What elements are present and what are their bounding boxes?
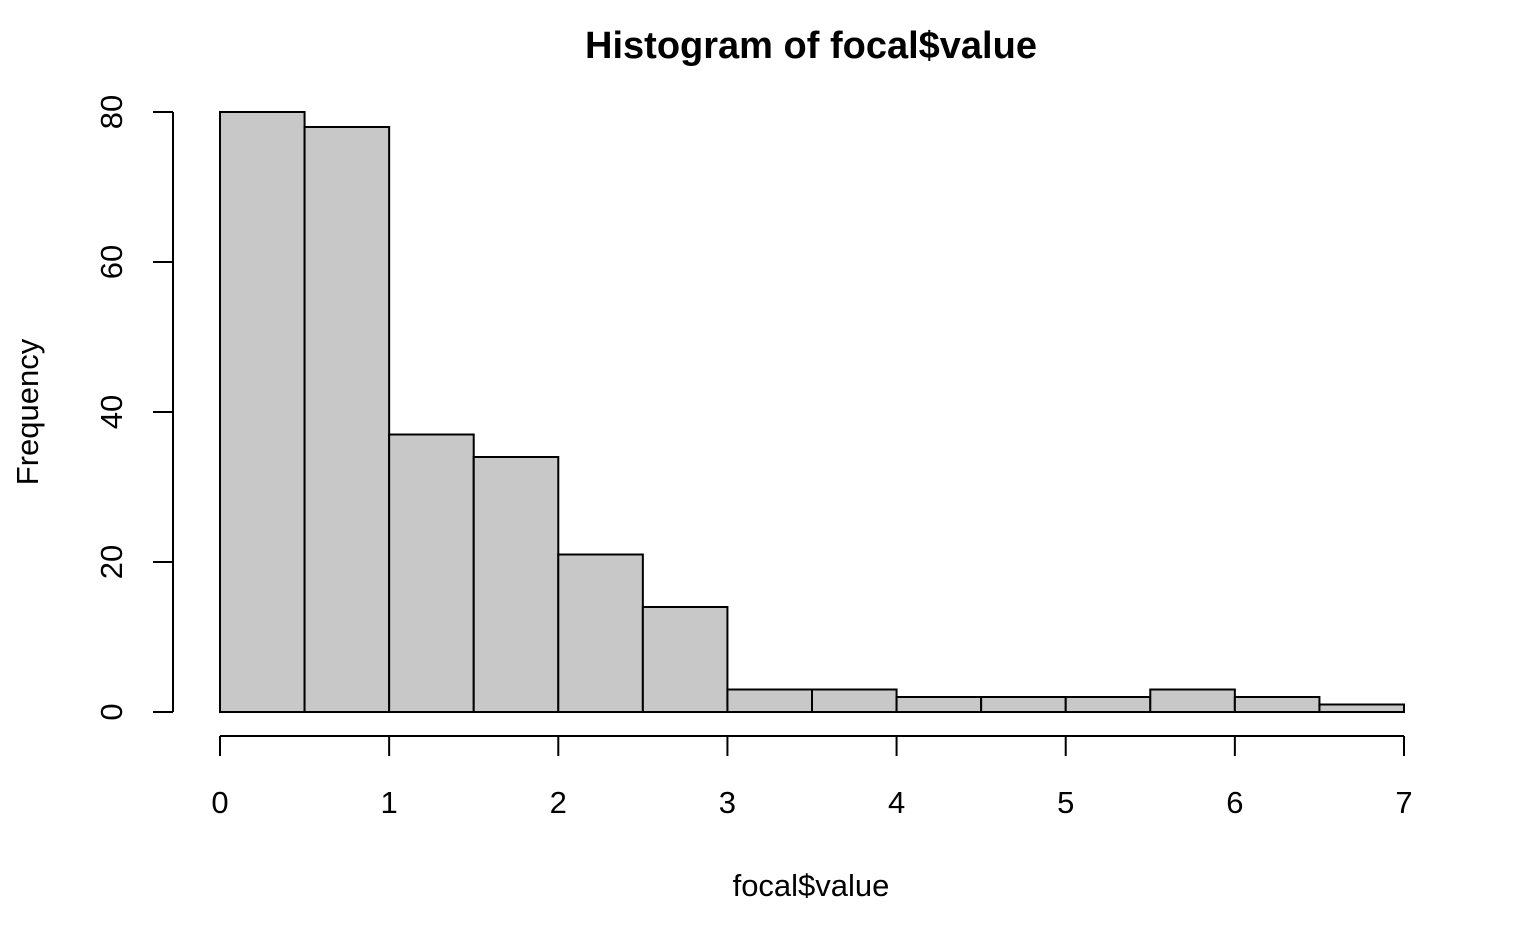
bars-group [219,111,1406,713]
x-tick-label: 1 [381,785,398,820]
x-axis: 0 1 2 3 4 5 6 7 [211,735,1413,820]
histogram-bar [980,696,1067,713]
x-tick-label: 6 [1226,785,1243,820]
histogram-bar [557,553,644,713]
histogram-bar [472,456,560,713]
histogram-bar [895,696,983,713]
histogram-bar [388,433,475,713]
histogram-bar [726,688,814,713]
x-tick-label: 4 [888,785,905,820]
x-tick-label: 5 [1057,785,1074,820]
y-tick-label: 0 [94,703,129,720]
y-tick-label: 40 [94,395,129,429]
y-axis-label: Frequency [10,338,45,485]
histogram-bar [303,126,391,713]
histogram-bar [1233,696,1321,713]
chart-title: Histogram of focal$value [585,25,1037,67]
x-tick-label: 7 [1395,785,1412,820]
y-tick-label: 60 [94,245,129,279]
histogram-bar [1064,696,1152,713]
y-tick-label: 80 [94,95,129,129]
histogram-bar [811,688,898,713]
x-tick-label: 3 [719,785,736,820]
histogram-bar [219,111,306,713]
histogram-bar [641,606,729,713]
histogram-bar [1149,688,1236,713]
y-axis: 0 20 40 60 80 [94,95,174,721]
y-tick-label: 20 [94,545,129,579]
x-tick-label: 2 [550,785,567,820]
x-tick-label: 0 [211,785,228,820]
histogram-bar [1318,703,1406,713]
x-axis-label: focal$value [733,868,890,903]
